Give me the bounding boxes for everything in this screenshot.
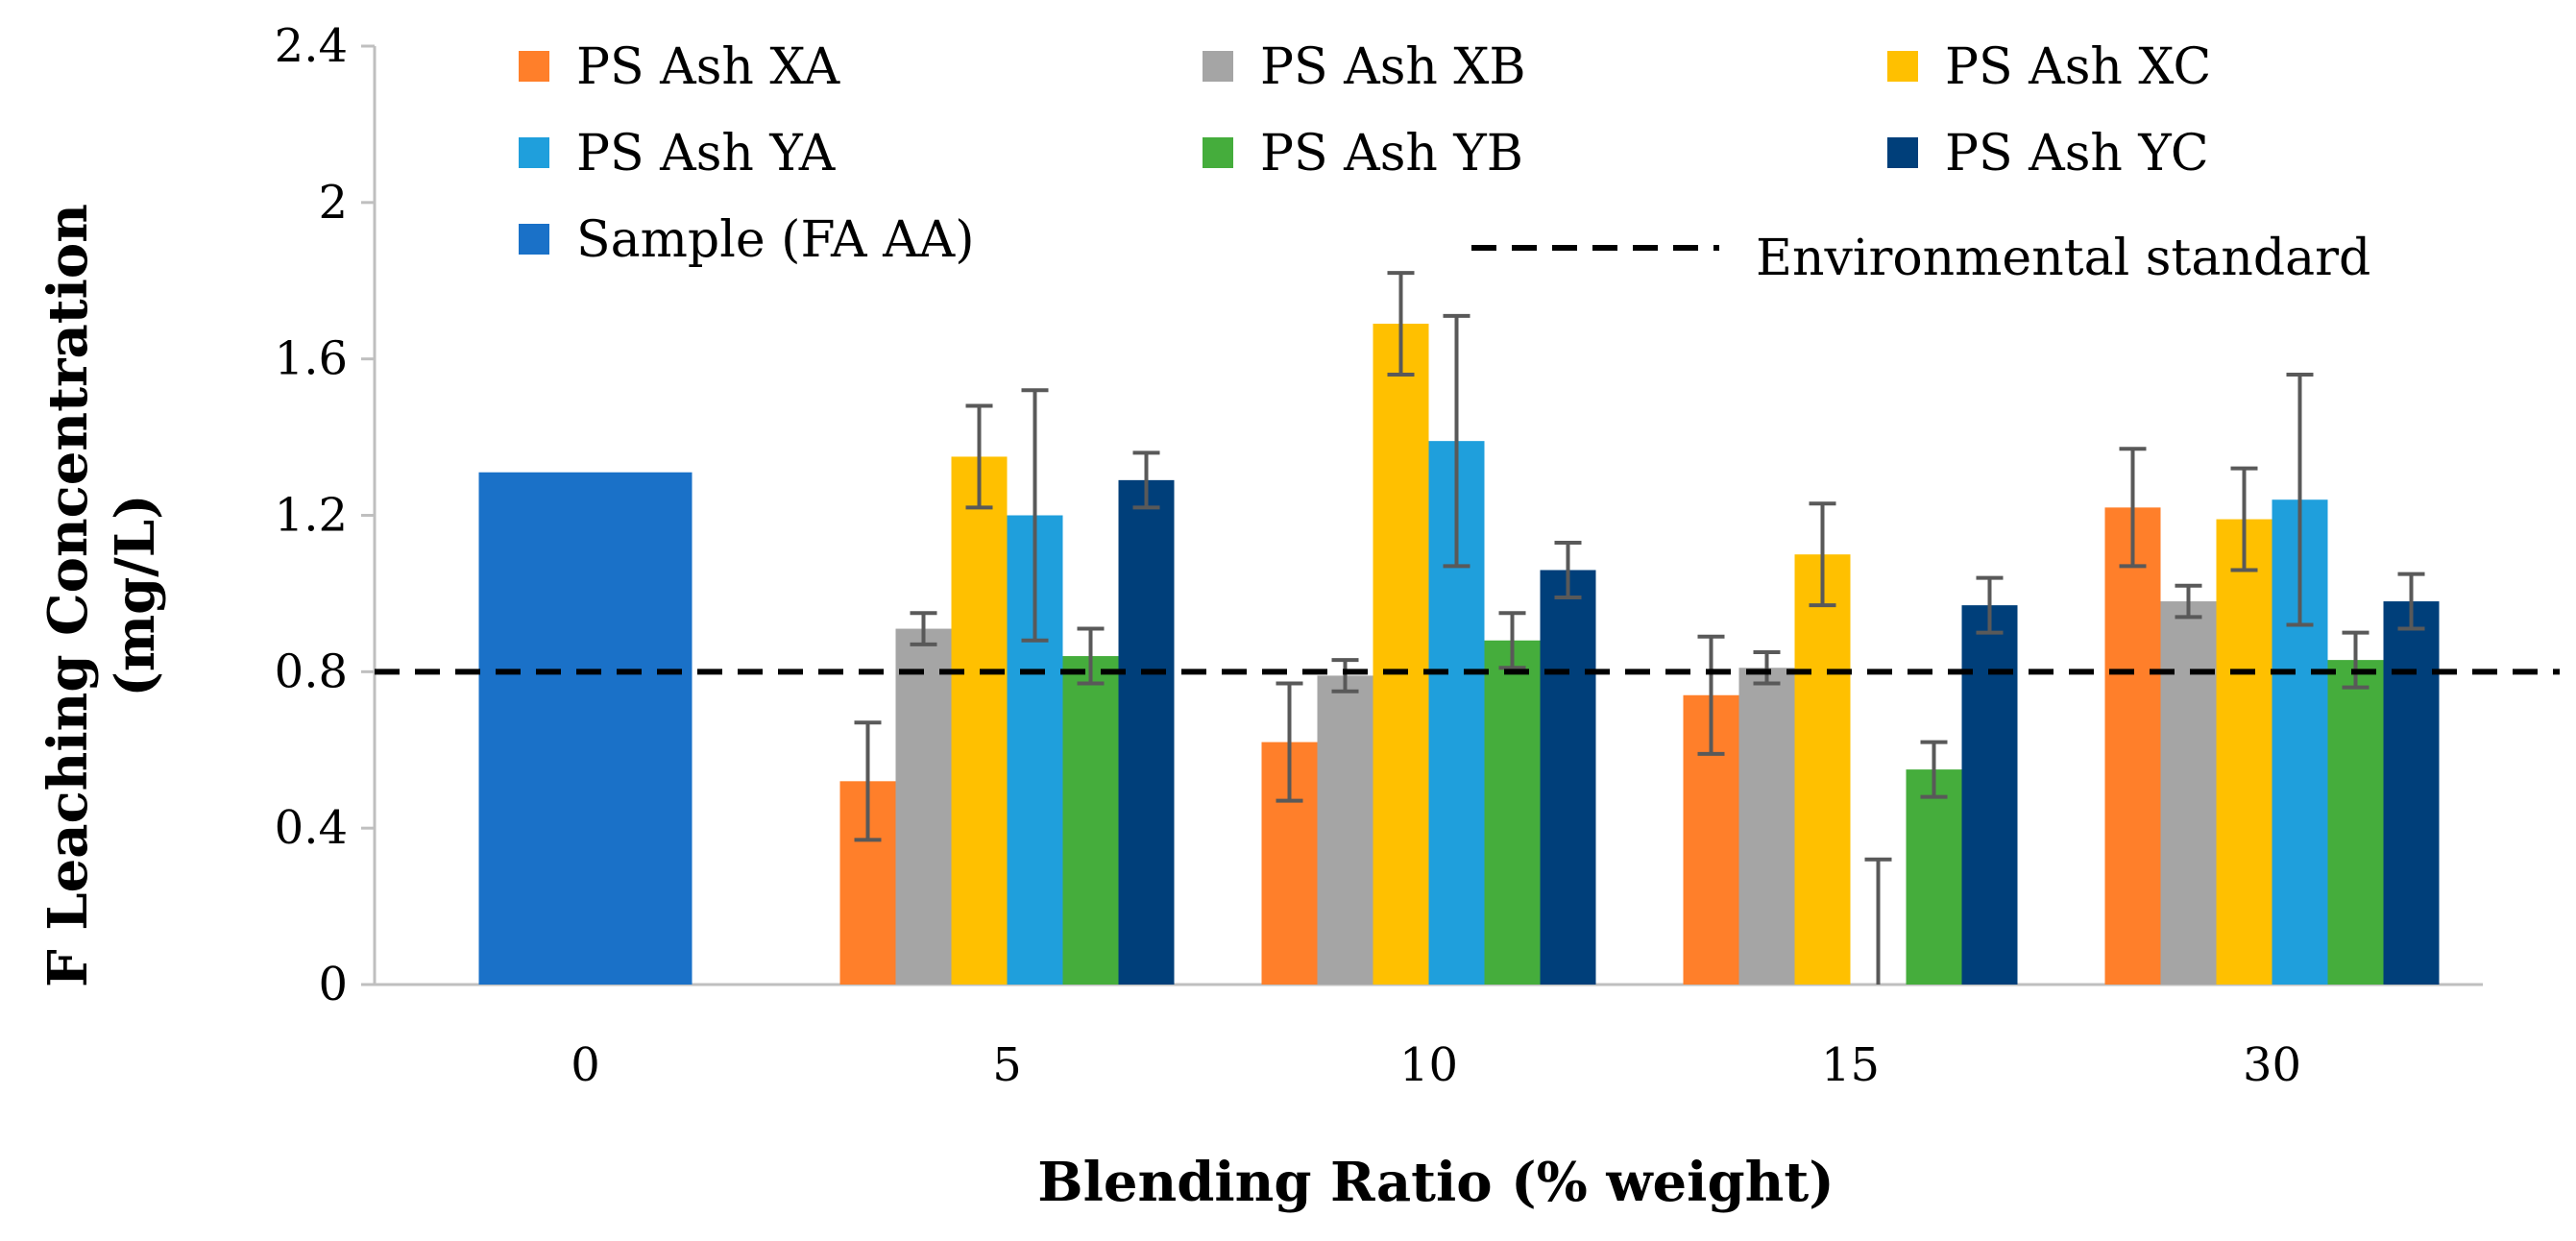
legend-label: PS Ash YB [1260, 125, 1523, 182]
x-tick-label: 10 [1399, 1038, 1458, 1092]
bar-ps-ash-xb [1317, 675, 1373, 985]
bar-ps-ash-xb [2160, 601, 2217, 985]
bar-ps-ash-yc [2383, 601, 2440, 985]
x-tick-label: 5 [992, 1038, 1022, 1092]
bars [478, 324, 2440, 985]
x-tick-label: 15 [1821, 1038, 1880, 1092]
legend-swatch [1203, 137, 1233, 168]
bar-ps-ash-yc [1540, 570, 1596, 985]
y-tick-label: 1.2 [275, 489, 348, 543]
legend-swatch [519, 137, 549, 168]
x-axis: 0 5 10 15 30 [375, 983, 2483, 1092]
bar-ps-ash-xc [951, 456, 1008, 985]
bar-ps-ash-yb [1906, 769, 1962, 985]
x-axis-title: Blending Ratio (% weight) [1037, 1151, 1834, 1214]
legend-label: PS Ash XC [1945, 38, 2211, 96]
y-axis-title-group: F Leaching Concentration (mg/L) [36, 204, 167, 987]
y-tick-label: 0.4 [275, 801, 348, 855]
bar-ps-ash-xa [2104, 507, 2161, 985]
x-tick-label: 30 [2243, 1038, 2301, 1092]
bar-ps-ash-xb [1738, 668, 1795, 985]
legend-label: Sample (FA AA) [576, 211, 974, 269]
error-bars [854, 271, 2425, 985]
bar-ps-ash-yc [1961, 605, 2018, 985]
legend-swatch [519, 224, 549, 255]
legend-label: PS Ash YA [576, 125, 837, 182]
legend-label: PS Ash XA [576, 38, 841, 96]
y-tick-label: 2 [318, 176, 348, 230]
legend-label-environmental-standard: Environmental standard [1756, 230, 2370, 287]
bar-ps-ash-xc [1794, 554, 1851, 985]
y-axis: 0 0.4 0.8 1.2 1.6 2 2.4 [275, 19, 377, 1011]
legend-swatch [1887, 137, 1918, 168]
bar-ps-ash-yb [1484, 640, 1541, 985]
y-axis-title-line2: (mg/L) [104, 494, 167, 696]
bar-ps-ash-yc [1118, 479, 1175, 985]
legend-swatch [1203, 51, 1233, 82]
legend-label: PS Ash YC [1945, 125, 2209, 182]
y-tick-label: 1.6 [275, 332, 348, 386]
legend: PS Ash XA PS Ash XB PS Ash XC PS Ash YA PS A… [519, 38, 2370, 287]
bar-ps-ash-xb [895, 628, 952, 985]
legend-swatch [1887, 51, 1918, 82]
y-tick-label: 0.8 [275, 645, 348, 698]
y-tick-label: 0 [318, 958, 348, 1011]
bar-ps-ash-yb [2327, 660, 2384, 985]
bar-ps-ash-xc [1373, 324, 1429, 985]
legend-label: PS Ash XB [1260, 38, 1526, 96]
bar-sample-fa-aa [478, 472, 693, 985]
x-tick-label: 0 [571, 1038, 600, 1092]
bar-ps-ash-xc [2216, 519, 2272, 985]
y-tick-label: 2.4 [275, 19, 348, 73]
legend-swatch [519, 51, 549, 82]
y-axis-title-line1: F Leaching Concentration [36, 204, 100, 987]
bar-ps-ash-yb [1062, 656, 1119, 985]
